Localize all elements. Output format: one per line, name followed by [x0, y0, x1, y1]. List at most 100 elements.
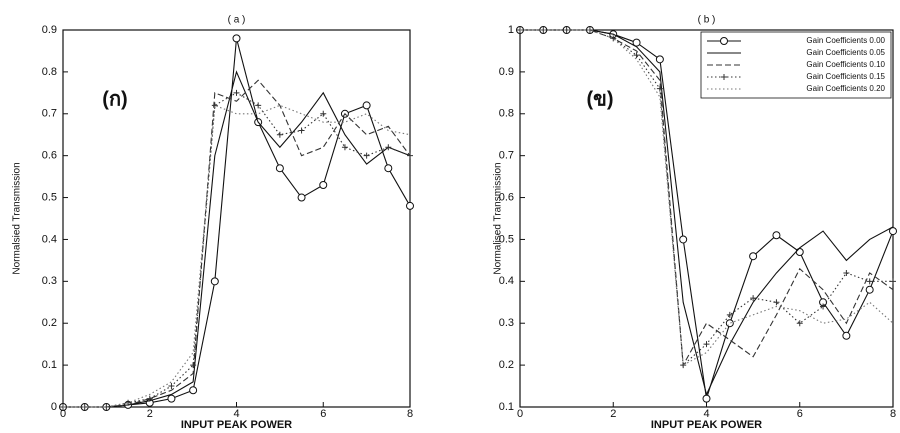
- y-tick-label: 0.2: [42, 317, 57, 329]
- marker: [81, 404, 88, 410]
- x-tick-label: 2: [147, 408, 153, 420]
- chart-title: ( b ): [698, 15, 716, 26]
- marker: [632, 38, 641, 47]
- marker: [820, 303, 827, 310]
- series-line: [63, 104, 411, 408]
- marker: [298, 127, 305, 134]
- marker: [749, 252, 758, 261]
- marker: [890, 278, 896, 285]
- marker: [772, 231, 781, 240]
- x-tick-label: 4: [233, 408, 239, 420]
- series-line: [63, 79, 411, 408]
- legend-label: Gain Coefficients 0.10: [806, 60, 885, 69]
- x-tick-label: 6: [797, 408, 803, 420]
- annotation: (ข): [587, 88, 614, 110]
- x-tick-label: 8: [407, 408, 413, 420]
- marker: [866, 278, 873, 285]
- x-tick-label: 8: [890, 408, 896, 420]
- marker: [384, 164, 393, 173]
- y-tick-label: 0.7: [42, 108, 57, 120]
- marker: [385, 144, 392, 151]
- legend-label: Gain Coefficients 0.15: [806, 72, 885, 81]
- marker: [633, 52, 640, 59]
- y-tick-label: 0.9: [42, 24, 57, 36]
- marker: [255, 102, 262, 109]
- marker: [610, 35, 617, 42]
- y-tick-label: 0: [51, 401, 57, 413]
- marker: [702, 394, 711, 403]
- marker: [320, 110, 327, 117]
- marker: [703, 341, 710, 348]
- series-line: [520, 29, 894, 397]
- marker: [276, 131, 283, 138]
- marker: [167, 394, 176, 403]
- marker: [586, 27, 593, 33]
- marker: [656, 85, 663, 92]
- marker: [889, 227, 897, 236]
- marker: [233, 89, 240, 96]
- plot-frame: [62, 29, 411, 408]
- marker: [655, 55, 664, 64]
- legend-label: Gain Coefficients 0.00: [806, 36, 885, 45]
- y-tick-label: 0.3: [42, 275, 57, 287]
- marker: [796, 320, 803, 327]
- marker: [725, 319, 734, 328]
- y-axis-label: Normalsied Transmission: [12, 162, 23, 274]
- marker: [843, 269, 850, 276]
- legend-label: Gain Coefficients 0.05: [806, 48, 885, 57]
- y-tick-label: 0.3: [499, 317, 514, 329]
- marker: [189, 386, 198, 395]
- marker: [865, 285, 874, 294]
- marker: [795, 248, 804, 257]
- marker: [341, 144, 348, 151]
- y-tick-label: 0.2: [499, 359, 514, 371]
- marker: [297, 193, 306, 202]
- legend-marker: [721, 74, 727, 80]
- y-tick-label: 0.1: [42, 359, 57, 371]
- y-tick-label: 0.4: [42, 233, 57, 245]
- marker: [319, 180, 328, 189]
- y-tick-label: 0.4: [499, 275, 514, 287]
- marker: [190, 362, 197, 369]
- annotation: (ก): [102, 88, 127, 110]
- marker: [750, 295, 757, 302]
- marker: [232, 34, 241, 43]
- marker: [406, 201, 414, 210]
- legend-marker: [720, 37, 728, 45]
- y-tick-label: 0.9: [499, 66, 514, 78]
- marker: [210, 277, 219, 286]
- series-line: [520, 29, 894, 367]
- x-tick-label: 6: [320, 408, 326, 420]
- y-tick-label: 0.7: [499, 150, 514, 162]
- chart-title: ( a ): [228, 15, 246, 26]
- marker: [362, 101, 371, 110]
- x-tick-label: 2: [610, 408, 616, 420]
- marker: [146, 395, 153, 402]
- x-tick-label: 0: [517, 408, 523, 420]
- x-tick-label: 4: [703, 408, 709, 420]
- y-tick-label: 1: [508, 24, 514, 36]
- y-tick-label: 0.5: [42, 191, 57, 203]
- y-tick-label: 0.5: [499, 233, 514, 245]
- y-tick-label: 0.8: [499, 108, 514, 120]
- marker: [275, 164, 284, 173]
- y-tick-label: 0.6: [42, 150, 57, 162]
- y-tick-label: 0.6: [499, 191, 514, 203]
- x-tick-label: 0: [60, 408, 66, 420]
- y-tick-label: 0.1: [499, 401, 514, 413]
- legend-box: [700, 31, 892, 99]
- marker: [773, 299, 780, 306]
- y-tick-label: 0.8: [42, 66, 57, 78]
- series-line: [63, 92, 411, 408]
- marker: [842, 331, 851, 340]
- y-axis-label: Normalised Transmission: [493, 162, 504, 274]
- x-axis-label: INPUT PEAK POWER: [181, 419, 292, 431]
- marker: [679, 235, 688, 244]
- legend-label: Gain Coefficients 0.20: [806, 84, 885, 93]
- marker: [726, 311, 733, 318]
- series-line: [63, 70, 411, 408]
- marker: [168, 383, 175, 390]
- x-axis-label: INPUT PEAK POWER: [651, 419, 762, 431]
